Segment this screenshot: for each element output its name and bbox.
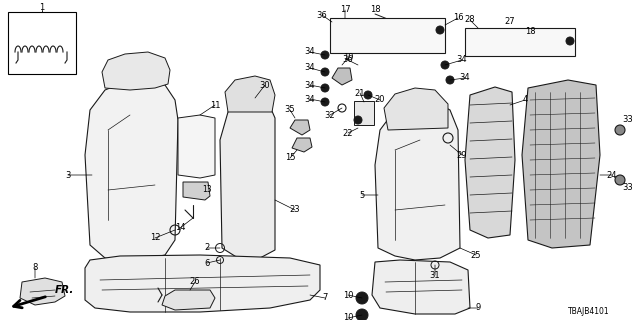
Circle shape (321, 68, 329, 76)
Circle shape (436, 26, 444, 34)
Text: 2: 2 (204, 244, 210, 252)
Circle shape (321, 84, 329, 92)
Text: 33: 33 (623, 183, 634, 193)
Text: 16: 16 (452, 13, 463, 22)
Text: 34: 34 (305, 94, 316, 103)
FancyBboxPatch shape (354, 101, 374, 125)
Polygon shape (522, 80, 600, 248)
FancyBboxPatch shape (8, 12, 76, 74)
Circle shape (566, 37, 574, 45)
Text: 27: 27 (505, 18, 515, 27)
Text: 19: 19 (343, 53, 353, 62)
Polygon shape (225, 76, 275, 112)
Polygon shape (372, 260, 470, 314)
Circle shape (446, 76, 454, 84)
Text: TBAJB4101: TBAJB4101 (568, 308, 610, 316)
Text: 26: 26 (189, 277, 200, 286)
Circle shape (364, 91, 372, 99)
Polygon shape (292, 138, 312, 152)
Text: 1: 1 (40, 4, 45, 12)
Text: 34: 34 (305, 63, 316, 73)
Circle shape (354, 116, 362, 124)
Text: 20: 20 (375, 95, 385, 105)
Text: 36: 36 (317, 11, 328, 20)
Text: 36: 36 (342, 55, 353, 65)
Polygon shape (162, 290, 215, 310)
Polygon shape (375, 102, 460, 260)
Text: 8: 8 (32, 263, 38, 273)
Text: 5: 5 (360, 190, 365, 199)
Polygon shape (85, 255, 320, 312)
Text: 18: 18 (525, 28, 535, 36)
Polygon shape (332, 68, 352, 85)
Text: 31: 31 (429, 270, 440, 279)
Text: 7: 7 (323, 293, 328, 302)
Text: 34: 34 (305, 81, 316, 90)
Text: 18: 18 (370, 5, 380, 14)
Circle shape (321, 98, 329, 106)
Text: 35: 35 (285, 106, 295, 115)
Text: 32: 32 (324, 110, 335, 119)
Text: 28: 28 (465, 15, 476, 25)
Text: FR.: FR. (55, 285, 74, 295)
Polygon shape (20, 278, 65, 305)
Text: 13: 13 (202, 186, 212, 195)
Circle shape (615, 125, 625, 135)
Text: 23: 23 (290, 205, 300, 214)
Text: 24: 24 (607, 171, 617, 180)
Text: 14: 14 (175, 223, 185, 233)
Text: 15: 15 (285, 154, 295, 163)
Polygon shape (183, 182, 210, 200)
FancyBboxPatch shape (330, 18, 445, 53)
Text: 33: 33 (623, 116, 634, 124)
Text: 22: 22 (343, 129, 353, 138)
Text: 10: 10 (343, 314, 353, 320)
Text: 25: 25 (471, 251, 481, 260)
Text: 12: 12 (150, 234, 160, 243)
Polygon shape (102, 52, 170, 90)
Text: 11: 11 (210, 100, 220, 109)
Text: 9: 9 (476, 303, 481, 313)
Text: 30: 30 (260, 81, 270, 90)
Polygon shape (290, 120, 310, 135)
Circle shape (356, 292, 368, 304)
Circle shape (441, 61, 449, 69)
Text: 4: 4 (522, 95, 527, 105)
Text: 6: 6 (204, 259, 210, 268)
Circle shape (356, 309, 368, 320)
Text: 34: 34 (305, 47, 316, 57)
Polygon shape (220, 98, 275, 258)
Text: 34: 34 (457, 55, 467, 65)
Polygon shape (178, 115, 215, 178)
Text: 3: 3 (65, 171, 70, 180)
Text: 10: 10 (343, 291, 353, 300)
Text: 17: 17 (340, 5, 350, 14)
Polygon shape (384, 88, 448, 130)
Polygon shape (465, 87, 515, 238)
Circle shape (615, 175, 625, 185)
Text: 21: 21 (355, 89, 365, 98)
Text: 34: 34 (460, 74, 470, 83)
Circle shape (321, 51, 329, 59)
Text: 29: 29 (457, 150, 467, 159)
FancyBboxPatch shape (465, 28, 575, 56)
Polygon shape (85, 80, 178, 262)
